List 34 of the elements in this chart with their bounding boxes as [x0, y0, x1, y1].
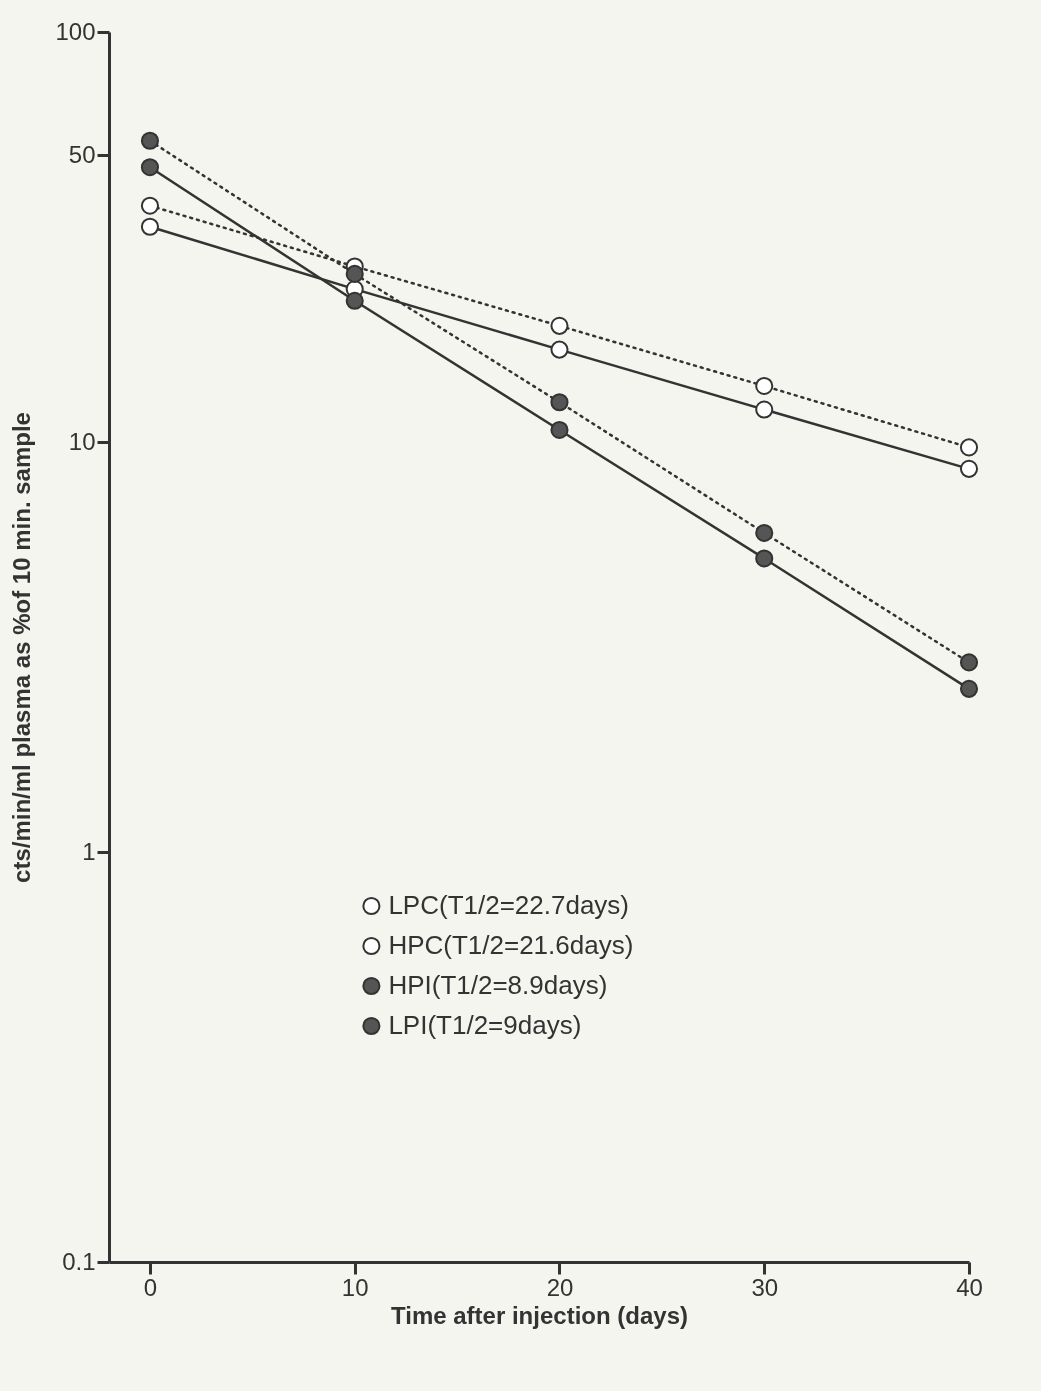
x-axis-title: Time after injection (days) — [391, 1301, 688, 1329]
y-tick-label: 1 — [82, 837, 96, 865]
x-tick-label: 20 — [546, 1273, 574, 1301]
legend-label: LPC(T1/2=22.7days) — [388, 890, 630, 920]
y-tick-label: 10 — [68, 427, 96, 455]
y-axis-title: cts/min/ml plasma as %of 10 min. sample — [8, 412, 36, 883]
point — [755, 523, 774, 542]
legend-label: LPI(T1/2=9days) — [388, 1010, 582, 1040]
y-tick-label: 50 — [68, 140, 96, 168]
x-tick-label: 40 — [956, 1273, 983, 1301]
x-tick-label: 10 — [341, 1273, 369, 1301]
point — [140, 131, 160, 150]
y-tick-label: 0.1 — [62, 1247, 96, 1275]
x-tick-label: 0 — [143, 1273, 158, 1301]
point — [345, 291, 364, 310]
point — [550, 420, 569, 439]
point — [140, 217, 160, 236]
point — [959, 459, 979, 478]
point — [755, 400, 774, 419]
point — [140, 158, 160, 177]
point — [959, 438, 979, 457]
legend-label: HPI(T1/2=8.9days) — [388, 970, 608, 1000]
point — [755, 376, 774, 395]
x-tick-label: 30 — [751, 1273, 779, 1301]
point — [959, 653, 979, 672]
point — [550, 316, 569, 335]
point — [550, 340, 569, 359]
y-tick-label: 100 — [55, 17, 96, 45]
point — [550, 393, 569, 412]
point — [140, 196, 160, 215]
point — [755, 549, 774, 568]
point — [959, 679, 979, 698]
point — [345, 264, 364, 283]
legend-label: HPC(T1/2=21.6days) — [388, 930, 634, 960]
